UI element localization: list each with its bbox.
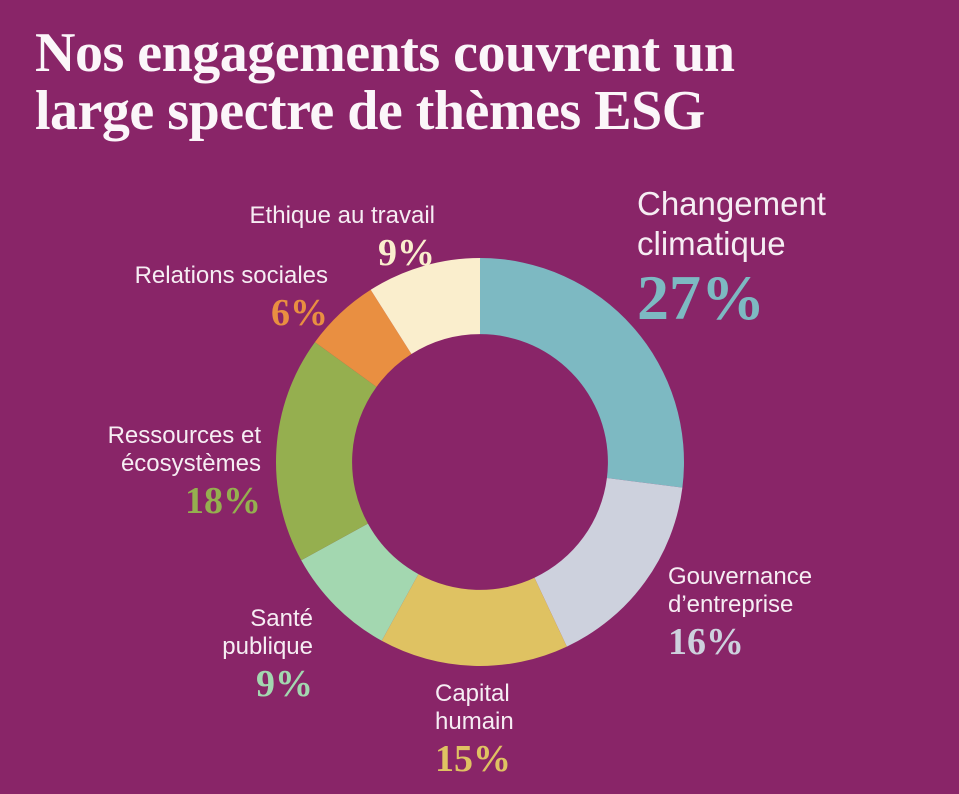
callout-relations-sociales: Relations sociales 6% [135,262,328,335]
segment-label-sante-publique: Santé publique [222,605,313,661]
label-line: climatique [637,225,786,262]
donut-segment-ressources-ecosystemes [275,342,377,561]
donut-segment-sante-publique [301,523,419,641]
segment-value-capital-humain: 15% [435,738,511,780]
page-title-line2: large spectre de thèmes ESG [35,80,705,142]
callout-sante-publique: Santé publique 9% [222,605,313,706]
label-line: Ethique au travail [249,202,435,229]
segment-value-ethique-au-travail: 9% [378,232,435,274]
callout-gouvernance-entreprise: Gouvernance d’entreprise 16% [668,563,812,664]
donut-segment-changement-climatique [480,258,684,488]
segment-value-relations-sociales: 6% [271,292,328,334]
segment-label-changement-climatique: Changement climatique [637,184,826,264]
segment-label-relations-sociales: Relations sociales [135,262,328,290]
donut-segment-capital-humain [381,574,567,666]
segment-value-sante-publique: 9% [256,663,313,705]
segment-value-ressources-ecosystemes: 18% [185,480,261,522]
page-title: Nos engagements couvrent un large spectre… [35,22,735,142]
label-line: Gouvernance [668,563,813,590]
label-line: publique [222,633,313,660]
label-line: écosystèmes [120,450,261,477]
segment-value-gouvernance-entreprise: 16% [668,621,744,663]
callout-ressources-ecosystemes: Ressources et écosystèmes 18% [108,422,261,523]
segment-label-ethique-au-travail: Ethique au travail [250,202,435,230]
label-line: Capital [435,680,510,707]
donut-segment-relations-sociales [314,289,412,387]
label-line: Santé [250,605,313,632]
callout-capital-humain: Capital humain 15% [435,680,514,781]
segment-label-ressources-ecosystemes: Ressources et écosystèmes [108,422,261,478]
donut-segment-gouvernance-entreprise [534,478,683,647]
label-line: humain [435,708,514,735]
label-line: Ressources et [107,422,261,449]
label-line: Relations sociales [134,262,328,289]
segment-value-changement-climatique: 27% [637,262,765,333]
segment-label-gouvernance-entreprise: Gouvernance d’entreprise [668,563,812,619]
label-line: Changement [637,185,826,222]
callout-ethique-au-travail: Ethique au travail 9% [250,202,435,275]
segment-label-capital-humain: Capital humain [435,680,514,736]
page-title-line1: Nos engagements couvrent un [35,22,735,84]
callout-changement-climatique: Changement climatique 27% [637,184,826,330]
label-line: d’entreprise [668,591,794,618]
donut-segment-ethique-au-travail [370,258,480,354]
